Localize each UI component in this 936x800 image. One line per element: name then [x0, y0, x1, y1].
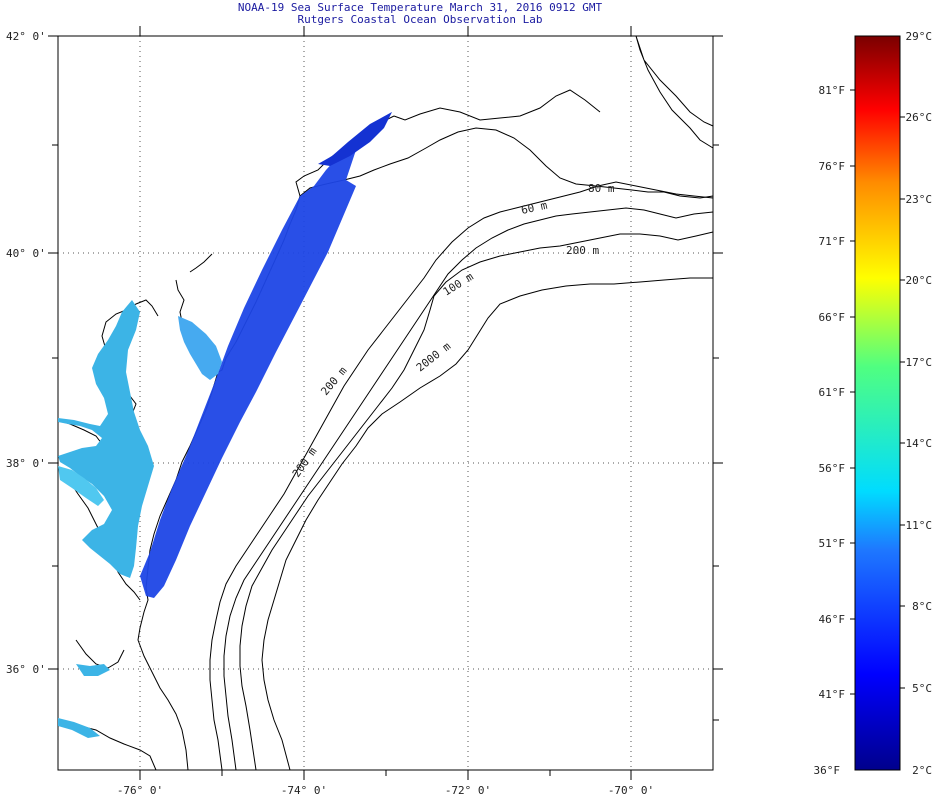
fahrenheit-tick: 61°F [819, 386, 846, 399]
latitude-label: 42° 0' [6, 30, 46, 43]
fahrenheit-tick: 71°F [819, 235, 846, 248]
chesapeake-bay-sst [58, 300, 154, 578]
fahrenheit-tick: 66°F [819, 311, 846, 324]
longitude-labels: -76° 0' -74° 0' -72° 0' -70° 0' [117, 784, 654, 797]
celsius-tick: 26°C [906, 111, 933, 124]
long-island-sound-sst [318, 112, 392, 166]
fahrenheit-tick: 76°F [819, 160, 846, 173]
celsius-tick: 23°C [906, 193, 933, 206]
longitude-label: -76° 0' [117, 784, 163, 797]
celsius-tick: 8°C [912, 600, 932, 613]
map-frame [57, 35, 714, 771]
celsius-tick: 5°C [912, 682, 932, 695]
celsius-tick: 14°C [906, 437, 933, 450]
isobath-label: 80 m [588, 182, 615, 195]
colorbar-celsius-labels: 29°C 26°C 23°C 20°C 17°C 14°C 11°C 8°C 5… [906, 30, 933, 777]
map-subtitle: Rutgers Coastal Ocean Observation Lab [297, 13, 543, 26]
fahrenheit-tick: 46°F [819, 613, 846, 626]
map-title: NOAA-19 Sea Surface Temperature March 31… [237, 1, 603, 14]
celsius-tick: 20°C [906, 274, 933, 287]
latitude-label: 40° 0' [6, 247, 46, 260]
frame-ticks [48, 26, 723, 780]
pamlico-sound-sst [76, 664, 110, 676]
fahrenheit-tick: 51°F [819, 537, 846, 550]
sst-swath [140, 112, 392, 598]
fahrenheit-bottom: 36°F [814, 764, 841, 777]
latitude-labels: 42° 0' 40° 0' 38° 0' 36° 0' [6, 30, 46, 676]
celsius-tick: 17°C [906, 356, 933, 369]
fahrenheit-tick: 56°F [819, 462, 846, 475]
latitude-label: 36° 0' [6, 663, 46, 676]
fahrenheit-tick: 81°F [819, 84, 846, 97]
longitude-label: -70° 0' [608, 784, 654, 797]
longitude-label: -72° 0' [445, 784, 491, 797]
colorbar [854, 35, 901, 771]
bathymetry-contours [209, 181, 714, 771]
fahrenheit-tick: 41°F [819, 688, 846, 701]
longitude-label: -74° 0' [281, 784, 327, 797]
colorbar-ticks [850, 89, 905, 695]
isobath-label: 60 m [520, 199, 549, 217]
north-carolina-inlet-sst [58, 718, 100, 738]
chesapeake-tributary-sst [58, 466, 104, 506]
graticule [58, 36, 713, 770]
colorbar-fahrenheit-labels: 81°F 76°F 71°F 66°F 61°F 56°F 51°F 46°F … [814, 84, 846, 777]
celsius-top: 29°C [906, 30, 933, 43]
celsius-bottom: 2°C [912, 764, 932, 777]
celsius-tick: 11°C [906, 519, 933, 532]
delaware-bay-sst [178, 316, 222, 380]
isobath-label: 200 m [566, 244, 599, 257]
latitude-label: 38° 0' [6, 457, 46, 470]
